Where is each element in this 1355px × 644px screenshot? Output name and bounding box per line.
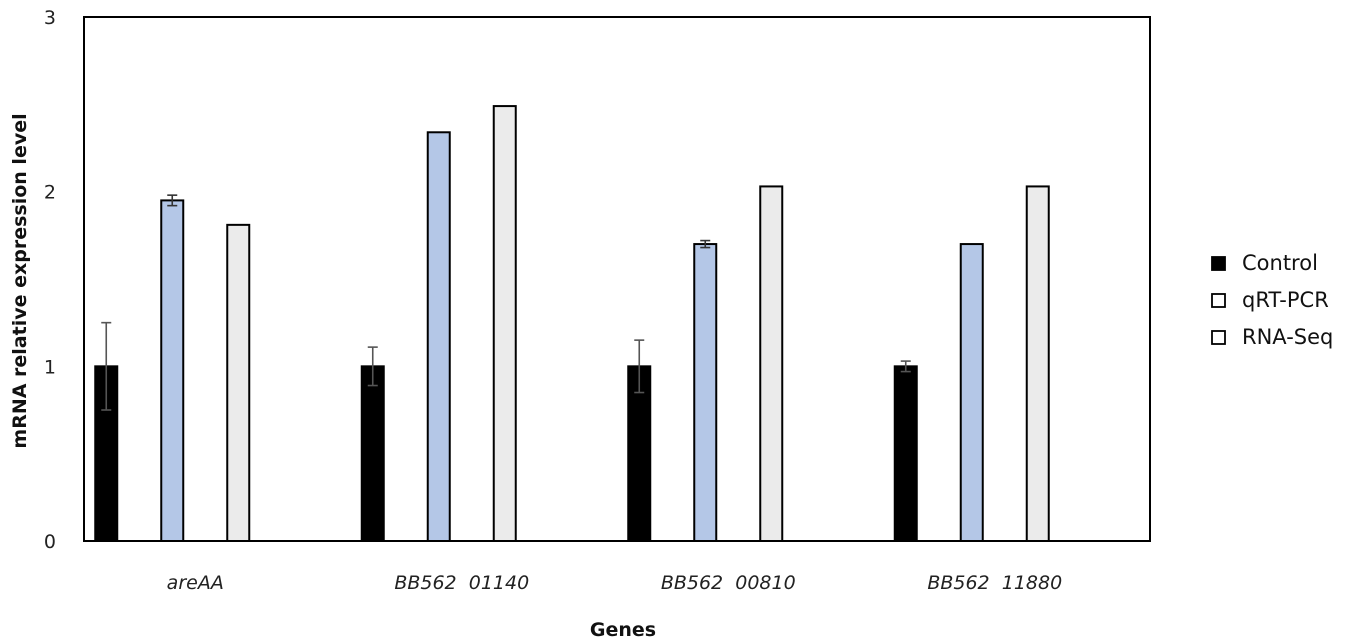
y-tick-label: 3 [44,7,56,29]
x-category-label: BB562 11880 [927,572,1062,594]
bar-rna-seq [492,105,517,543]
bar-qrt-pcr [959,243,984,542]
bar-qrt-pcr [426,131,451,542]
bar-control [360,365,385,543]
y-ticks-group: 0 1 2 3 [44,7,56,553]
x-axis-title: Genes [590,619,656,641]
x-categories-group: areAA BB562 01140 BB562 00810 BB562 11880 [167,572,1063,594]
legend-swatch [1211,330,1226,345]
legend-label: RNA-Seq [1242,325,1333,349]
bar-rna-seq [759,185,784,542]
y-tick-label: 0 [44,531,56,553]
legend-swatch [1211,256,1226,271]
bar-qrt-pcr [160,199,185,542]
y-axis-title: mRNA relative expression level [9,113,31,448]
plot-area-border [83,16,1151,542]
y-tick-label: 1 [44,356,56,378]
x-category-label: BB562 01140 [394,572,529,594]
legend-label: qRT-PCR [1242,288,1329,312]
bar-rna-seq [1025,185,1050,542]
bar-rna-seq [226,223,251,542]
legend-swatch [1211,293,1226,308]
bar-control [893,365,918,543]
y-tick-label: 2 [44,182,56,204]
bars-group [94,105,1050,543]
x-category-label: areAA [167,572,224,594]
x-category-label: BB562 00810 [661,572,796,594]
bar-qrt-pcr [693,243,718,542]
legend-label: Control [1242,251,1318,275]
legend: Control qRT-PCR RNA-Seq [1211,251,1333,349]
